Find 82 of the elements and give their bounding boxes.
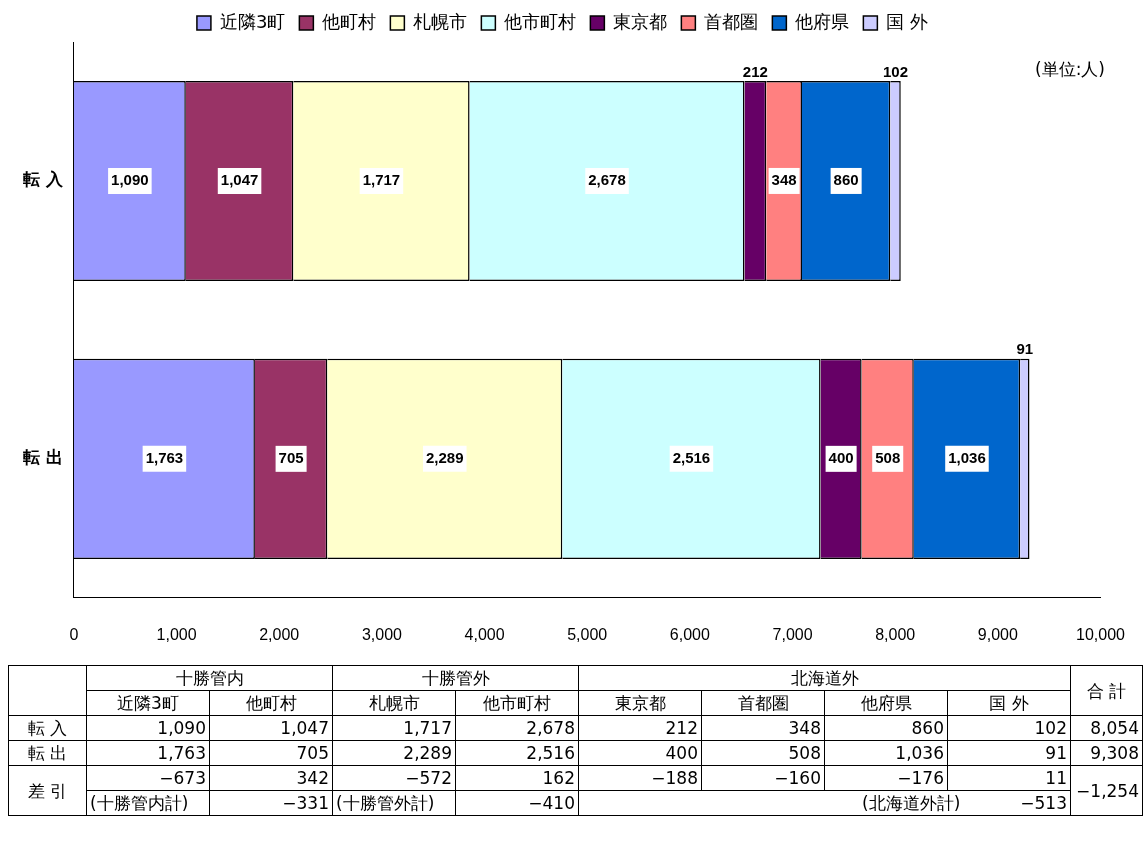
text: 400 (665, 743, 698, 763)
text: 東京都 (614, 693, 666, 713)
text: 近隣3町 (117, 693, 179, 713)
data-label: 2,678 (588, 171, 626, 189)
text: 他市町村 (483, 693, 551, 713)
text: (十勝管内計) (86, 790, 210, 816)
annotation: (単位:人) (1035, 58, 1105, 81)
text: 102 (1034, 718, 1067, 738)
text: 9,308 (1070, 740, 1143, 766)
text: 342 (209, 765, 333, 791)
text: 705 (296, 743, 329, 763)
text: 1,763 (157, 743, 206, 763)
legend-label: 他府県 (795, 10, 850, 32)
text: (十勝管外計) (332, 790, 456, 816)
x-tick-label: 1,000 (156, 625, 197, 643)
x-tick-label: 5,000 (567, 625, 608, 643)
legend-label: 首都圏 (704, 10, 759, 32)
legend-label: 札幌市 (413, 10, 468, 32)
x-tick-label: 10,000 (1076, 625, 1126, 643)
data-label: 91 (1016, 340, 1034, 358)
data-label: 1,036 (948, 448, 986, 466)
text: 11 (947, 765, 1071, 791)
data-label: 212 (742, 62, 768, 80)
text: 首都圏 (737, 693, 789, 713)
text: 差 引 (8, 765, 87, 816)
text: 2,678 (526, 718, 575, 738)
x-tick-label: 0 (69, 625, 79, 643)
text: 508 (788, 743, 821, 763)
text: 860 (911, 718, 944, 738)
text: 2,516 (526, 743, 575, 763)
data-label: 102 (883, 62, 909, 80)
text: 1,717 (403, 718, 452, 738)
text: 8,054 (1070, 715, 1143, 741)
x-tick-label: 6,000 (669, 625, 710, 643)
text: 北海道外 (578, 665, 1071, 691)
text: 他府県 (860, 693, 912, 713)
text: −572 (332, 765, 456, 791)
legend-label: 他市町村 (504, 10, 577, 32)
data-label: 1,090 (111, 171, 149, 189)
data-label: 1,763 (145, 448, 184, 466)
text: −160 (701, 765, 825, 791)
text: 札幌市 (368, 693, 420, 713)
text: 2,289 (403, 743, 452, 763)
text: 1,047 (280, 718, 329, 738)
text: −176 (824, 765, 948, 791)
text: −1,254 (1070, 765, 1143, 816)
legend-label: 東京都 (613, 10, 668, 32)
x-tick-label: 3,000 (361, 625, 403, 643)
data-label: 860 (833, 171, 859, 189)
text: 合 計 (1070, 665, 1143, 716)
text: 十勝管外 (332, 665, 579, 691)
text: 91 (1045, 743, 1067, 763)
x-tick-label: 2,000 (259, 625, 300, 643)
data-label: 400 (828, 448, 854, 466)
text: −188 (578, 765, 702, 791)
x-tick-label: 7,000 (772, 625, 813, 643)
text: 他町村 (245, 693, 297, 713)
legend-label: 国 外 (886, 10, 929, 32)
data-label: 348 (771, 171, 797, 189)
text: −673 (86, 765, 210, 791)
x-tick-label: 9,000 (977, 625, 1018, 643)
text: 348 (788, 718, 821, 738)
legend-label: 近隣3町 (219, 10, 286, 32)
text: −410 (455, 790, 579, 816)
text: 212 (665, 718, 698, 738)
data-label: 2,289 (426, 448, 464, 466)
text: 1,090 (157, 718, 206, 738)
x-tick-label: 8,000 (875, 625, 916, 643)
text: 162 (455, 765, 579, 791)
text: −513 (1020, 793, 1067, 813)
text: 国 外 (989, 693, 1029, 713)
data-label: 1,047 (220, 171, 259, 189)
data-label: 1,717 (362, 171, 401, 189)
text: 十勝管内 (86, 665, 333, 691)
text: 1,036 (895, 743, 944, 763)
data-label: 2,516 (672, 448, 711, 466)
data-label: 705 (278, 448, 304, 466)
data-label: 508 (875, 448, 901, 466)
text: −331 (209, 790, 333, 816)
text: (北海道外計) (862, 793, 961, 813)
x-tick-label: 4,000 (464, 625, 505, 643)
legend-label: 他町村 (322, 10, 377, 32)
